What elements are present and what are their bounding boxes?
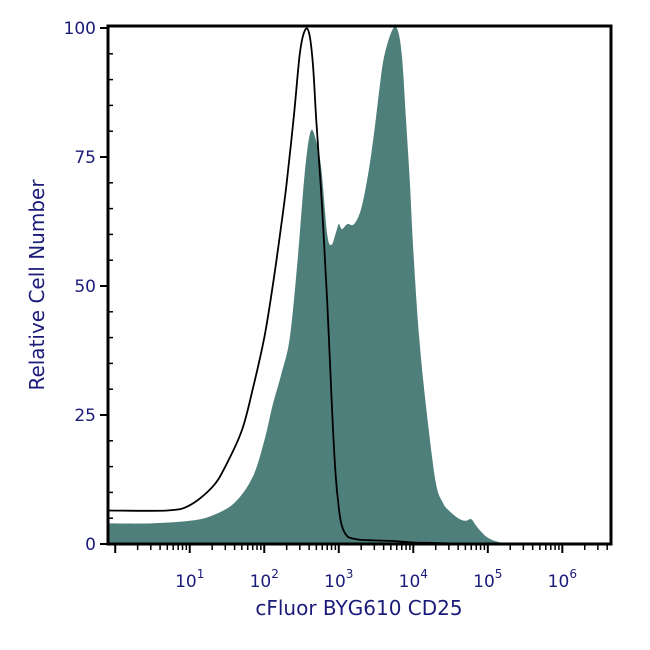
- y-tick-label: 75: [74, 148, 96, 168]
- y-tick-label: 0: [85, 535, 96, 555]
- y-tick-label: 50: [74, 277, 96, 297]
- x-tick-label: 102: [250, 567, 279, 592]
- x-tick-label: 101: [175, 567, 204, 592]
- series-outline-control: [107, 27, 612, 545]
- series-filled-cd25: [108, 26, 611, 545]
- x-tick-label: 106: [548, 567, 577, 592]
- x-tick-label: 104: [399, 567, 428, 592]
- x-tick-label: 105: [473, 567, 502, 592]
- y-axis-ticks: 0 25 50 75 100: [64, 19, 108, 555]
- plot-frame: [106, 24, 613, 546]
- x-tick-label: 103: [324, 567, 353, 592]
- y-tick-label: 25: [74, 406, 96, 426]
- y-axis-title: Relative Cell Number: [25, 179, 49, 391]
- series-layer: [107, 26, 612, 545]
- x-axis-ticks: 101 102 103 104 105 106: [114, 544, 608, 592]
- y-tick-label: 100: [64, 19, 96, 39]
- x-axis-title: cFluor BYG610 CD25: [255, 596, 462, 620]
